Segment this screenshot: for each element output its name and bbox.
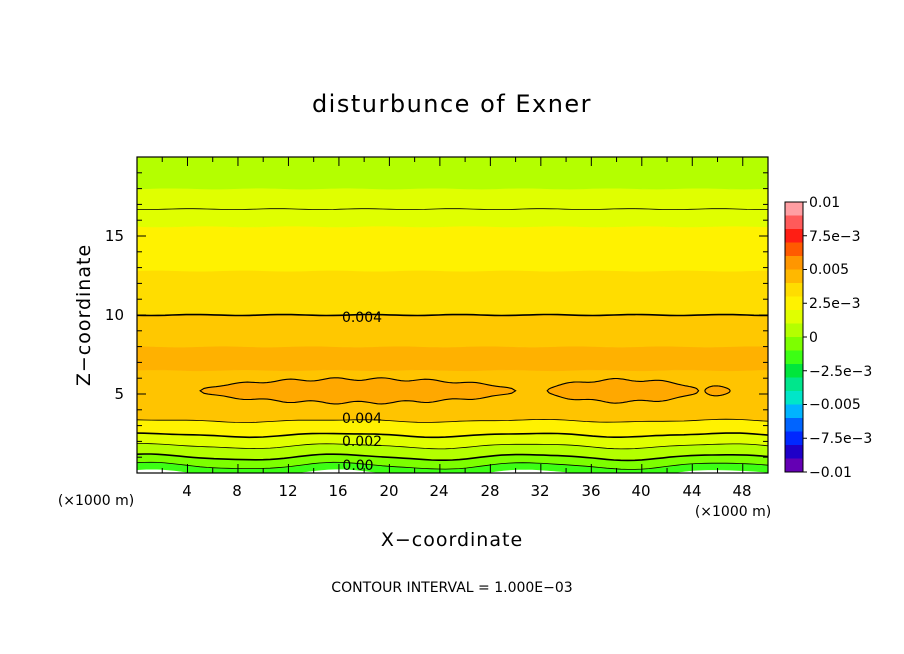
x-tick-label: 20 [379,482,398,500]
colorbar-label: 2.5e−3 [809,296,861,312]
contour-line [137,432,768,439]
colorbar-labels: 0.01 7.5e−3 0.005 2.5e−3 0 −2.5e−3 −0.00… [809,195,872,481]
contour-line [137,313,768,317]
y-axis-label: Z−coordinate [73,244,95,386]
x-tick-label: 36 [581,482,600,500]
max-region [199,377,517,405]
y-tick-label: 5 [114,385,124,403]
colorbar-label: 0.005 [809,262,849,278]
colorbar-segment [785,202,803,216]
contour-field [137,157,768,473]
colorbar-segment [785,215,803,230]
colorbar-segment [785,283,803,297]
colorbar-label: −0.005 [809,397,861,413]
max-region [704,385,731,397]
x-tick-label: 32 [530,482,549,500]
colorbar-segment [785,229,803,243]
colorbar-segment [785,404,803,419]
maximum-patches [199,377,731,405]
contour-label: 0.004 [342,310,382,326]
y-tick-label: 15 [105,227,124,245]
colorbar [785,202,803,473]
contour-interval-label: CONTOUR INTERVAL = 1.000E−03 [331,580,572,596]
colorbar-segment [785,458,803,473]
colorbar-segment [785,364,803,378]
colorbar-label: −2.5e−3 [809,364,872,380]
colorbar-segment [785,445,803,459]
colorbar-segment [785,323,803,338]
x-tick-label: 16 [328,482,347,500]
colorbar-segment [785,310,803,324]
colorbar-segment [785,391,803,405]
contour-line [137,461,768,470]
colorbar-segment [785,377,803,392]
colorbar-segment [785,337,803,351]
colorbar-label: −0.01 [809,465,852,481]
colorbar-segment [785,431,803,446]
contour-label: 0.004 [342,411,382,427]
colorbar-label: 0 [809,330,818,346]
contour-label: 0.002 [342,434,382,450]
x-tick-label: 48 [732,482,751,500]
colorbar-segment [785,242,803,257]
y-tick-labels: 5 10 15 [105,227,124,403]
colorbar-segment [785,256,803,270]
x-tick-label: 44 [682,482,701,500]
x-tick-label: 8 [232,482,242,500]
x-unit-label: (×1000 m) [695,504,771,520]
colorbar-segment [785,269,803,284]
z-unit-label: (×1000 m) [58,493,134,509]
y-tick-label: 10 [105,306,124,324]
field-band [137,187,768,228]
colorbar-segment [785,418,803,432]
x-tick-label: 40 [631,482,650,500]
colorbar-ticks [803,201,807,473]
x-tick-label: 12 [278,482,297,500]
contour-lines [137,208,768,470]
colorbar-label: −7.5e−3 [809,431,872,447]
colorbar-segment [785,296,803,311]
field-band [137,345,768,372]
contour-label: 0.00 [342,458,373,474]
field-band [137,225,768,272]
colorbar-segment [785,350,803,365]
colorbar-label: 7.5e−3 [809,229,861,245]
chart-title: disturbunce of Exner [312,90,592,118]
colorbar-label: 0.01 [809,195,840,211]
x-tick-labels: 4 8 12 16 20 24 28 32 36 40 44 48 [182,482,751,500]
field-band [137,314,768,348]
contour-line [137,453,768,462]
x-axis-label: X−coordinate [381,529,523,551]
x-tick-label: 4 [182,482,192,500]
contour-line [137,208,768,211]
contour-line [137,418,768,423]
axis-ticks [137,157,768,473]
max-region [546,377,700,404]
field-band [137,269,768,316]
contour-labels: 0.004 0.004 0.002 0.00 [342,310,382,474]
contour-line [137,443,768,450]
x-tick-label: 28 [480,482,499,500]
x-tick-label: 24 [429,482,448,500]
field-band [137,157,768,190]
